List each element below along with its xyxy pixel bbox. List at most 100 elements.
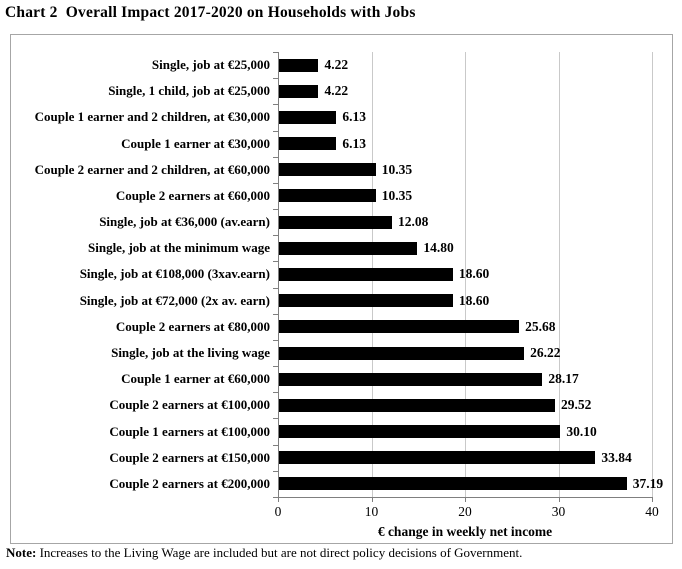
- bar-value-label: 18.60: [458, 266, 490, 282]
- bar-value-label: 10.35: [381, 161, 413, 177]
- y-tick-mark: [273, 287, 278, 289]
- x-tick-mark-30: [558, 497, 560, 502]
- x-tick-label-0: 0: [274, 504, 282, 519]
- chart-note-label: Note:: [6, 545, 37, 560]
- y-tick-mark: [273, 209, 278, 211]
- bar: [279, 189, 376, 203]
- bar-value-label: 4.22: [324, 83, 349, 99]
- x-tick-label-30: 30: [551, 504, 566, 519]
- bar-value-label: 28.17: [548, 371, 579, 387]
- y-tick-mark: [273, 497, 278, 498]
- bar-value-label: 6.13: [342, 135, 366, 151]
- x-tick-label-20: 20: [458, 504, 472, 519]
- y-tick-mark: [273, 392, 278, 394]
- chart-area: € change in weekly net income Single, jo…: [10, 34, 673, 544]
- bar-row: Single, job at the minimum wage 14.80: [11, 235, 670, 261]
- bar-row: Single, job at €36,000 (av.earn) 12.08: [11, 209, 670, 235]
- chart-note-text: Increases to the Living Wage are include…: [36, 545, 523, 560]
- y-tick-mark: [273, 470, 278, 472]
- bar: [279, 346, 525, 360]
- y-axis-line: [278, 52, 279, 497]
- y-tick-mark: [273, 52, 278, 53]
- bar-row: Couple 1 earners at €100,000 30.10: [11, 418, 670, 444]
- x-tick-mark-0: [278, 497, 279, 502]
- bar: [279, 267, 453, 281]
- category-label: Couple 2 earners at €60,000: [115, 187, 270, 203]
- y-tick-mark: [273, 366, 278, 368]
- bar-value-label: 33.84: [601, 449, 632, 465]
- bar-value-label: 29.52: [561, 397, 592, 413]
- category-label: Couple 2 earners at €200,000: [109, 475, 270, 491]
- bar-row: Couple 2 earners at €150,000 33.84: [11, 445, 670, 471]
- y-tick-mark: [273, 339, 278, 341]
- gridline-x-40: [652, 52, 653, 497]
- bar-value-label: 6.13: [342, 109, 366, 125]
- bar: [279, 215, 392, 229]
- category-label: Single, 1 child, job at €25,000: [108, 83, 270, 99]
- x-tick-mark-20: [465, 497, 466, 502]
- category-label: Single, job at €72,000 (2x av. earn): [79, 292, 270, 308]
- bar-value-label: 30.10: [566, 423, 597, 439]
- category-label: Couple 2 earners at €150,000: [109, 449, 270, 465]
- x-tick-label-40: 40: [645, 504, 659, 519]
- bar-row: Couple 2 earners at €80,000 25.68: [11, 314, 670, 340]
- bar-value-label: 25.68: [525, 318, 556, 334]
- bar: [279, 58, 319, 72]
- bar-value-label: 4.22: [324, 57, 349, 73]
- category-label: Couple 2 earner and 2 children, at €60,0…: [34, 161, 270, 177]
- bar-value-label: 12.08: [397, 214, 429, 230]
- bar: [279, 425, 561, 439]
- bar-value-label: 18.60: [458, 292, 490, 308]
- bar-row: Couple 2 earners at €100,000 29.52: [11, 392, 670, 418]
- category-label: Couple 1 earner at €60,000: [121, 371, 270, 387]
- bar: [279, 137, 337, 151]
- category-label: Single, job at €25,000: [151, 57, 270, 73]
- bar-row: Single, job at €72,000 (2x av. earn) 18.6…: [11, 288, 670, 314]
- y-tick-mark: [273, 182, 278, 184]
- category-label: Couple 2 earners at €100,000: [109, 397, 270, 413]
- category-label: Single, job at the living wage: [111, 345, 270, 361]
- x-tick-mark-10: [371, 497, 373, 502]
- y-tick-mark: [273, 130, 278, 132]
- bar-value-label: 26.22: [530, 345, 561, 361]
- bar-value-label: 10.35: [381, 187, 413, 203]
- bar-row: Single, job at €25,000 4.22: [11, 52, 670, 78]
- y-tick-mark: [273, 261, 278, 263]
- bar-row: Couple 1 earner at €60,000 28.17: [11, 366, 670, 392]
- category-label: Couple 1 earner and 2 children, at €30,0…: [34, 109, 270, 125]
- bar: [279, 241, 418, 255]
- bar: [279, 372, 543, 386]
- bar-row: Couple 2 earners at €60,000 10.35: [11, 183, 670, 209]
- x-tick-mark-40: [652, 497, 653, 502]
- x-axis-title: € change in weekly net income: [377, 524, 553, 539]
- category-label: Couple 1 earners at €100,000: [109, 423, 270, 439]
- chart-note: Note: Increases to the Living Wage are i…: [6, 545, 522, 561]
- category-label: Couple 2 earners at €80,000: [115, 318, 270, 334]
- bar: [279, 294, 453, 308]
- category-label: Single, job at the minimum wage: [88, 240, 270, 256]
- gridline-x-30: [558, 52, 560, 497]
- bar: [279, 398, 555, 412]
- y-tick-mark: [273, 235, 278, 237]
- bar-row: Single, job at €108,000 (3xav.earn) 18.60: [11, 261, 670, 287]
- y-tick-mark: [273, 156, 278, 158]
- bar: [279, 451, 596, 465]
- y-tick-mark: [273, 418, 278, 420]
- bar-value-label: 14.80: [423, 240, 454, 256]
- bar: [279, 110, 337, 124]
- category-label: Couple 1 earner at €30,000: [121, 135, 270, 151]
- bar-row: Single, job at the living wage 26.22: [11, 340, 670, 366]
- x-tick-label-10: 10: [364, 504, 379, 519]
- y-tick-mark: [273, 444, 278, 446]
- bar: [279, 84, 319, 98]
- y-tick-mark: [273, 78, 278, 80]
- bar-row: Couple 2 earners at €200,000 37.19: [11, 471, 670, 497]
- bar-row: Couple 2 earner and 2 children, at €60,0…: [11, 157, 670, 183]
- bar: [279, 320, 520, 334]
- bar-row: Single, 1 child, job at €25,000 4.22: [11, 78, 670, 104]
- bar-row: Couple 1 earner and 2 children, at €30,0…: [11, 104, 670, 130]
- chart-title: Chart 2 Overall Impact 2017-2020 on Hous…: [5, 4, 416, 21]
- bar-value-label: 37.19: [632, 475, 664, 491]
- bar: [279, 163, 376, 177]
